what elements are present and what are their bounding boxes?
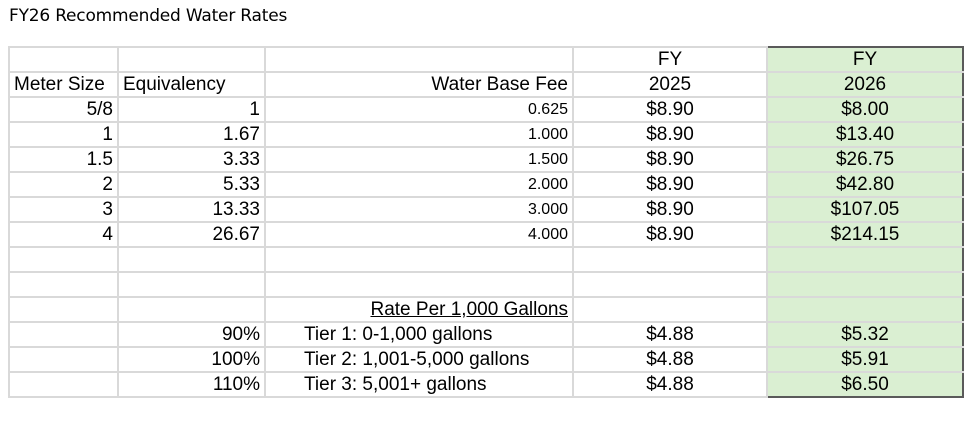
cell[interactable] — [572, 271, 768, 298]
cell[interactable] — [766, 246, 964, 273]
fy-label-2025[interactable]: FY — [572, 46, 768, 73]
cell[interactable] — [264, 271, 574, 298]
equivalency-cell[interactable]: 26.67 — [117, 221, 266, 248]
fy2026-cell[interactable]: $13.40 — [766, 121, 964, 148]
tier-label-cell[interactable]: Tier 1: 0-1,000 gallons — [264, 321, 574, 348]
meter-size-cell[interactable]: 2 — [8, 171, 119, 198]
fy2025-cell[interactable]: $8.90 — [572, 171, 768, 198]
cell[interactable] — [264, 246, 574, 273]
base-fee-cell[interactable]: 0.625 — [264, 96, 574, 123]
rate-heading-cell[interactable]: Rate Per 1,000 Gallons — [264, 296, 574, 323]
equivalency-cell[interactable]: 5.33 — [117, 171, 266, 198]
meter-size-cell[interactable]: 3 — [8, 196, 119, 223]
cell[interactable] — [117, 296, 266, 323]
meter-row: 5/8 1 0.625 $8.90 $8.00 — [8, 96, 964, 123]
fy2026-cell[interactable]: $107.05 — [766, 196, 964, 223]
fy2025-cell[interactable]: $4.88 — [572, 346, 768, 373]
fy2025-cell[interactable]: $8.90 — [572, 146, 768, 173]
tier-row: 110% Tier 3: 5,001+ gallons $4.88 $6.50 — [8, 371, 964, 398]
page-title: FY26 Recommended Water Rates — [9, 6, 288, 26]
fy2025-cell[interactable]: $8.90 — [572, 121, 768, 148]
cell[interactable] — [117, 46, 266, 73]
tier-row: 100% Tier 2: 1,001-5,000 gallons $4.88 $… — [8, 346, 964, 373]
base-fee-cell[interactable]: 1.000 — [264, 121, 574, 148]
fy2026-cell[interactable]: $214.15 — [766, 221, 964, 248]
year-2026-header[interactable]: 2026 — [766, 71, 964, 98]
tier-label-cell[interactable]: Tier 3: 5,001+ gallons — [264, 371, 574, 398]
cell[interactable] — [8, 371, 119, 398]
fy2025-cell[interactable]: $4.88 — [572, 321, 768, 348]
fy2026-cell[interactable]: $42.80 — [766, 171, 964, 198]
cell[interactable] — [766, 296, 964, 323]
equivalency-cell[interactable]: 1 — [117, 96, 266, 123]
equivalency-cell[interactable]: 3.33 — [117, 146, 266, 173]
meter-row: 1 1.67 1.000 $8.90 $13.40 — [8, 121, 964, 148]
fy2025-cell[interactable]: $8.90 — [572, 196, 768, 223]
fy2026-cell[interactable]: $26.75 — [766, 146, 964, 173]
tier-pct-cell[interactable]: 100% — [117, 346, 266, 373]
cell[interactable] — [766, 271, 964, 298]
tier-row: 90% Tier 1: 0-1,000 gallons $4.88 $5.32 — [8, 321, 964, 348]
header-row-columns: Meter Size Equivalency Water Base Fee 20… — [8, 71, 964, 98]
equivalency-header[interactable]: Equivalency — [117, 71, 266, 98]
rate-heading: Rate Per 1,000 Gallons — [370, 299, 568, 320]
fy2025-cell[interactable]: $4.88 — [572, 371, 768, 398]
meter-size-cell[interactable]: 4 — [8, 221, 119, 248]
base-fee-cell[interactable]: 4.000 — [264, 221, 574, 248]
equivalency-cell[interactable]: 1.67 — [117, 121, 266, 148]
cell[interactable] — [8, 321, 119, 348]
meter-row: 1.5 3.33 1.500 $8.90 $26.75 — [8, 146, 964, 173]
base-fee-cell[interactable]: 3.000 — [264, 196, 574, 223]
tier-pct-cell[interactable]: 90% — [117, 321, 266, 348]
cell[interactable] — [8, 246, 119, 273]
cell[interactable] — [8, 46, 119, 73]
cell[interactable] — [572, 246, 768, 273]
rate-heading-row: Rate Per 1,000 Gallons — [8, 296, 964, 323]
meter-size-cell[interactable]: 1 — [8, 121, 119, 148]
meter-row: 3 13.33 3.000 $8.90 $107.05 — [8, 196, 964, 223]
cell[interactable] — [8, 271, 119, 298]
cell[interactable] — [8, 346, 119, 373]
empty-row — [8, 246, 964, 273]
tier-label-cell[interactable]: Tier 2: 1,001-5,000 gallons — [264, 346, 574, 373]
cell[interactable] — [264, 46, 574, 73]
fy2026-cell[interactable]: $5.32 — [766, 321, 964, 348]
meter-size-cell[interactable]: 1.5 — [8, 146, 119, 173]
meter-size-cell[interactable]: 5/8 — [8, 96, 119, 123]
empty-row — [8, 271, 964, 298]
fy2025-cell[interactable]: $8.90 — [572, 221, 768, 248]
year-2025-header[interactable]: 2025 — [572, 71, 768, 98]
fy2026-cell[interactable]: $5.91 — [766, 346, 964, 373]
water-rates-table: FY FY Meter Size Equivalency Water Base … — [8, 46, 964, 398]
cell[interactable] — [8, 296, 119, 323]
fy2025-cell[interactable]: $8.90 — [572, 96, 768, 123]
cell[interactable] — [117, 246, 266, 273]
meter-size-header[interactable]: Meter Size — [8, 71, 119, 98]
equivalency-cell[interactable]: 13.33 — [117, 196, 266, 223]
fy2026-cell[interactable]: $6.50 — [766, 371, 964, 398]
water-base-fee-header[interactable]: Water Base Fee — [264, 71, 574, 98]
fy-label-2026[interactable]: FY — [766, 46, 964, 73]
base-fee-cell[interactable]: 1.500 — [264, 146, 574, 173]
tier-pct-cell[interactable]: 110% — [117, 371, 266, 398]
cell[interactable] — [572, 296, 768, 323]
fy2026-cell[interactable]: $8.00 — [766, 96, 964, 123]
cell[interactable] — [117, 271, 266, 298]
meter-row: 4 26.67 4.000 $8.90 $214.15 — [8, 221, 964, 248]
meter-row: 2 5.33 2.000 $8.90 $42.80 — [8, 171, 964, 198]
base-fee-cell[interactable]: 2.000 — [264, 171, 574, 198]
header-row-fy: FY FY — [8, 46, 964, 73]
